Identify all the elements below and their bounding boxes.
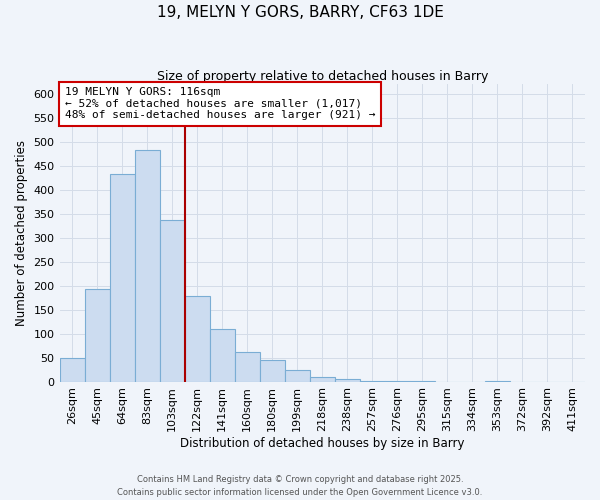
Title: Size of property relative to detached houses in Barry: Size of property relative to detached ho… [157,70,488,83]
Bar [360,380,385,382]
Bar [209,330,235,382]
Bar [160,220,185,382]
X-axis label: Distribution of detached houses by size in Barry: Distribution of detached houses by size … [180,437,464,450]
Bar [235,352,260,382]
Bar [110,174,134,382]
Bar [134,150,160,382]
Bar [310,377,335,382]
Y-axis label: Number of detached properties: Number of detached properties [15,140,28,326]
Bar [59,358,85,382]
Bar [85,289,110,382]
Bar [185,296,209,382]
Text: 19, MELYN Y GORS, BARRY, CF63 1DE: 19, MELYN Y GORS, BARRY, CF63 1DE [157,5,443,20]
Bar [260,360,285,382]
Text: 19 MELYN Y GORS: 116sqm
← 52% of detached houses are smaller (1,017)
48% of semi: 19 MELYN Y GORS: 116sqm ← 52% of detache… [65,87,375,120]
Bar [285,370,310,382]
Text: Contains HM Land Registry data © Crown copyright and database right 2025.
Contai: Contains HM Land Registry data © Crown c… [118,476,482,497]
Bar [335,379,360,382]
